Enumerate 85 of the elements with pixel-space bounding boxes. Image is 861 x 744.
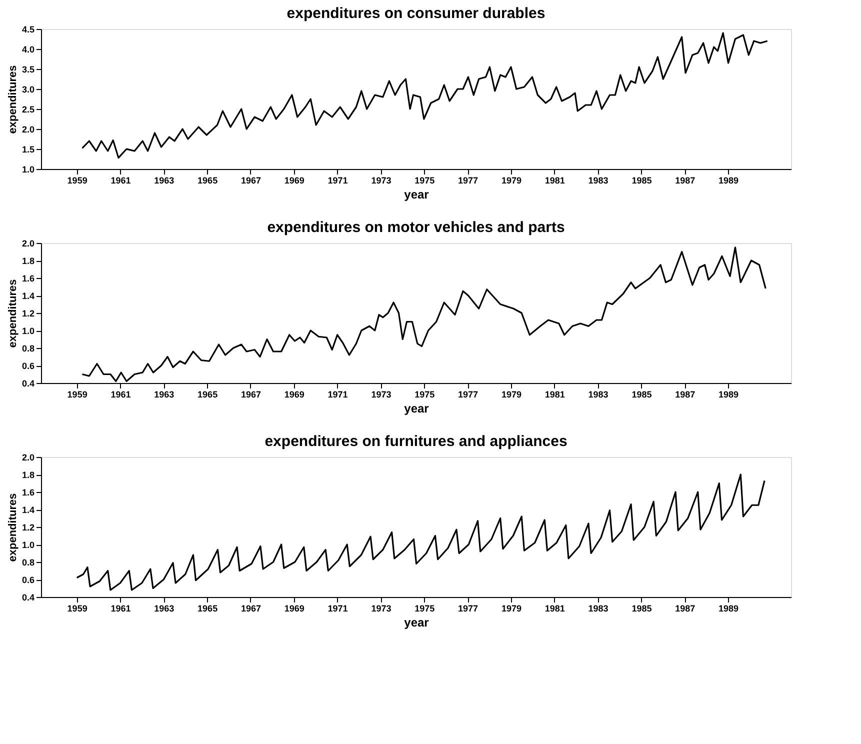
- x-tick-label: 1965: [198, 390, 218, 400]
- y-tick-label: 2.0: [22, 124, 34, 134]
- x-tick-label: 1985: [632, 390, 652, 400]
- x-tick-label: 1987: [675, 604, 696, 614]
- y-tick-label: 1.6: [22, 488, 34, 498]
- x-tick-label: 1969: [284, 604, 304, 614]
- x-tick-label: 1971: [328, 176, 348, 186]
- x-tick-label: 1973: [371, 390, 392, 400]
- x-axis-title: year: [404, 616, 430, 630]
- x-tick-label: 1983: [588, 390, 608, 400]
- x-tick-label: 1989: [718, 390, 739, 400]
- x-tick-label: 1963: [154, 390, 174, 400]
- y-tick-label: 3.5: [22, 64, 34, 74]
- y-tick-label: 2.5: [22, 104, 34, 114]
- y-tick-label: 1.4: [22, 291, 34, 301]
- x-tick-label: 1969: [284, 176, 304, 186]
- y-tick-label: 1.8: [22, 256, 34, 266]
- y-tick-label: 1.8: [22, 470, 34, 480]
- x-tick-label: 1969: [284, 390, 304, 400]
- y-tick-label: 1.0: [22, 164, 34, 174]
- y-tick-label: 0.6: [22, 575, 34, 585]
- x-tick-label: 1959: [67, 176, 88, 186]
- y-tick-label: 0.8: [22, 344, 34, 354]
- chart-title: expenditures on motor vehicles and parts: [267, 219, 565, 236]
- chart-title: expenditures on furnitures and appliances: [264, 433, 568, 450]
- y-tick-label: 1.0: [22, 540, 34, 550]
- x-tick-label: 1971: [328, 390, 348, 400]
- y-tick-label: 2.0: [22, 452, 34, 462]
- y-tick-label: 2.0: [22, 238, 34, 248]
- y-tick-label: 0.4: [22, 378, 34, 388]
- x-tick-label: 1977: [458, 176, 478, 186]
- y-tick-label: 1.4: [22, 505, 34, 515]
- x-tick-label: 1987: [675, 390, 696, 400]
- x-tick-label: 1983: [588, 604, 608, 614]
- y-tick-label: 0.6: [22, 361, 34, 371]
- y-tick-label: 1.0: [22, 326, 34, 336]
- x-tick-label: 1985: [632, 176, 652, 186]
- y-tick-label: 4.5: [22, 24, 34, 34]
- x-tick-label: 1983: [588, 176, 608, 186]
- x-tick-label: 1981: [544, 176, 565, 186]
- x-tick-label: 1975: [414, 176, 435, 186]
- x-tick-label: 1979: [501, 390, 522, 400]
- x-tick-label: 1979: [501, 176, 522, 186]
- x-tick-label: 1963: [154, 604, 174, 614]
- x-tick-label: 1967: [240, 176, 261, 186]
- x-tick-label: 1961: [110, 176, 131, 186]
- x-tick-label: 1977: [458, 604, 478, 614]
- x-tick-label: 1985: [632, 604, 652, 614]
- x-tick-label: 1973: [371, 604, 392, 614]
- y-tick-label: 1.2: [22, 308, 34, 318]
- y-tick-label: 1.5: [22, 144, 34, 154]
- y-tick-label: 1.6: [22, 274, 34, 284]
- line-series: [81, 32, 768, 159]
- x-tick-label: 1959: [67, 604, 88, 614]
- x-tick-label: 1965: [198, 176, 218, 186]
- x-tick-label: 1975: [414, 604, 435, 614]
- x-tick-label: 1971: [328, 604, 348, 614]
- x-tick-label: 1979: [501, 604, 522, 614]
- y-tick-label: 1.2: [22, 522, 34, 532]
- x-tick-label: 1967: [240, 604, 261, 614]
- x-tick-label: 1961: [110, 604, 131, 614]
- x-tick-label: 1975: [414, 390, 435, 400]
- x-tick-label: 1977: [458, 390, 478, 400]
- x-tick-label: 1967: [240, 390, 261, 400]
- x-axis-title: year: [404, 402, 430, 416]
- y-axis-title: expenditures: [6, 65, 19, 134]
- y-axis-title: expenditures: [6, 279, 19, 348]
- x-tick-label: 1963: [154, 176, 174, 186]
- x-tick-label: 1973: [371, 176, 392, 186]
- x-tick-label: 1981: [544, 390, 565, 400]
- x-tick-label: 1959: [67, 390, 88, 400]
- y-tick-label: 0.8: [22, 558, 34, 568]
- y-tick-label: 4.0: [22, 44, 34, 54]
- x-tick-label: 1989: [718, 176, 739, 186]
- line-series: [76, 474, 766, 591]
- x-tick-label: 1965: [198, 604, 218, 614]
- x-tick-label: 1989: [718, 604, 739, 614]
- y-tick-label: 0.4: [22, 592, 34, 602]
- y-axis-title: expenditures: [6, 493, 19, 562]
- x-tick-label: 1981: [544, 604, 565, 614]
- x-tick-label: 1987: [675, 176, 696, 186]
- chart-title: expenditures on consumer durables: [286, 5, 546, 22]
- x-axis-title: year: [404, 188, 430, 202]
- y-tick-label: 3.0: [22, 84, 34, 94]
- x-tick-label: 1961: [110, 390, 131, 400]
